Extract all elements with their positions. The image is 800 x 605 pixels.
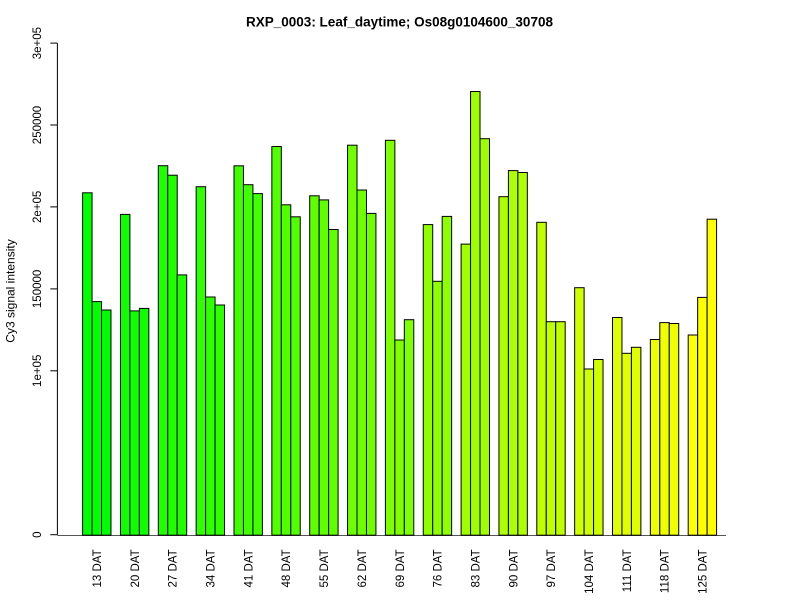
svg-text:0: 0 — [32, 531, 44, 537]
svg-text:2e+05: 2e+05 — [32, 191, 44, 223]
svg-text:76 DAT: 76 DAT — [433, 549, 445, 587]
svg-text:118 DAT: 118 DAT — [660, 549, 672, 593]
svg-text:55 DAT: 55 DAT — [319, 549, 331, 587]
svg-text:62 DAT: 62 DAT — [357, 549, 369, 587]
svg-text:27 DAT: 27 DAT — [168, 549, 180, 587]
svg-text:125 DAT: 125 DAT — [698, 549, 710, 594]
svg-text:RXP_0003: Leaf_daytime; Os08g0: RXP_0003: Leaf_daytime; Os08g0104600_307… — [246, 15, 553, 30]
svg-text:34 DAT: 34 DAT — [206, 549, 218, 587]
svg-text:13 DAT: 13 DAT — [92, 549, 104, 587]
svg-text:20 DAT: 20 DAT — [130, 549, 142, 587]
svg-text:97 DAT: 97 DAT — [546, 549, 558, 587]
svg-text:111 DAT: 111 DAT — [622, 549, 634, 592]
svg-text:3e+05: 3e+05 — [32, 27, 44, 59]
svg-text:150000: 150000 — [32, 270, 44, 308]
svg-text:Cy3 signal intensity: Cy3 signal intensity — [4, 239, 18, 342]
svg-text:104 DAT: 104 DAT — [584, 549, 596, 594]
svg-text:69 DAT: 69 DAT — [395, 549, 407, 587]
svg-text:83 DAT: 83 DAT — [470, 549, 482, 587]
svg-text:48 DAT: 48 DAT — [281, 549, 293, 587]
svg-text:1e+05: 1e+05 — [32, 355, 44, 387]
svg-text:41 DAT: 41 DAT — [243, 549, 255, 587]
svg-text:90 DAT: 90 DAT — [508, 549, 520, 587]
svg-text:250000: 250000 — [32, 106, 44, 144]
